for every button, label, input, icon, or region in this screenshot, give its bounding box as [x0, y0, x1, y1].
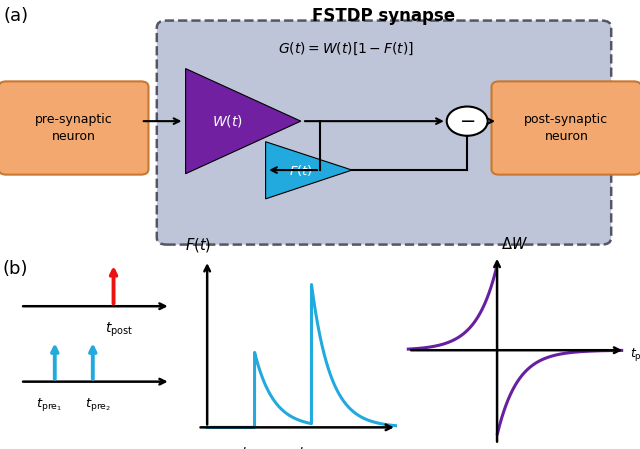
- Text: FSTDP synapse: FSTDP synapse: [312, 7, 456, 25]
- Text: $t_{\mathrm{pre}} - t_{\mathrm{post}}$: $t_{\mathrm{pre}} - t_{\mathrm{post}}$: [630, 347, 640, 363]
- Text: $t_{\mathrm{pre}_2}$: $t_{\mathrm{pre}_2}$: [85, 396, 111, 413]
- Text: $t_{\mathrm{pre}_1}$: $t_{\mathrm{pre}_1}$: [36, 396, 63, 413]
- FancyBboxPatch shape: [0, 81, 148, 175]
- Text: $t_{\mathrm{pre}_2}$: $t_{\mathrm{pre}_2}$: [298, 445, 324, 449]
- Text: (b): (b): [3, 260, 28, 277]
- FancyBboxPatch shape: [492, 81, 640, 175]
- Text: $t_{\mathrm{pre}_1}$: $t_{\mathrm{pre}_1}$: [241, 445, 268, 449]
- Text: $F(t)$: $F(t)$: [184, 236, 211, 254]
- Text: $\Delta W$: $\Delta W$: [501, 236, 528, 252]
- Text: $W(t)$: $W(t)$: [212, 113, 243, 129]
- Text: $G(t) = W(t)[1 - F(t)]$: $G(t) = W(t)[1 - F(t)]$: [278, 41, 413, 57]
- Text: pre-synaptic
neuron: pre-synaptic neuron: [35, 113, 113, 143]
- Polygon shape: [266, 142, 352, 199]
- Text: $F(t)$: $F(t)$: [289, 163, 313, 177]
- Text: post-synaptic
neuron: post-synaptic neuron: [524, 113, 609, 143]
- Text: (a): (a): [3, 7, 28, 25]
- Circle shape: [447, 106, 488, 136]
- FancyBboxPatch shape: [157, 21, 611, 245]
- Text: $-$: $-$: [459, 110, 476, 129]
- Text: $t_{\mathrm{post}}$: $t_{\mathrm{post}}$: [104, 321, 133, 339]
- Polygon shape: [186, 69, 301, 174]
